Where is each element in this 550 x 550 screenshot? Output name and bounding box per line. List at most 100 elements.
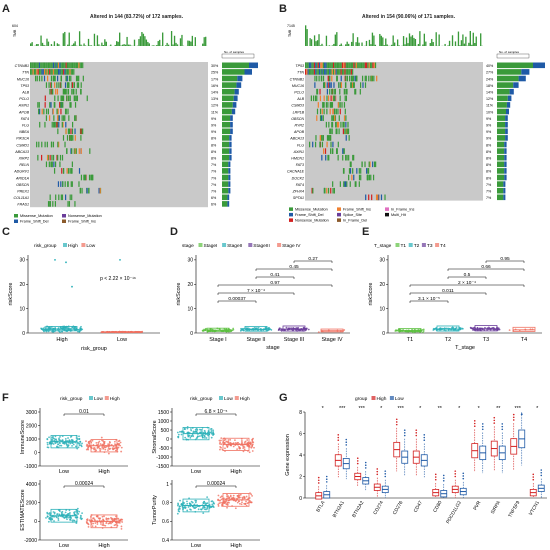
- mutation-cell: [331, 69, 333, 75]
- mutation-cell: [372, 62, 374, 69]
- data-point: [226, 493, 228, 496]
- gene-frequency-bar: [497, 154, 505, 161]
- data-point: [343, 329, 346, 331]
- mutation-cell: [361, 75, 364, 82]
- data-point: [60, 511, 63, 514]
- data-point: [70, 438, 73, 441]
- legend-label: StageI: [204, 243, 218, 249]
- mutation-cell: [54, 95, 56, 102]
- gene-frequency-bar-segment: [504, 174, 507, 181]
- data-point: [69, 442, 72, 445]
- mutation-cell: [52, 75, 54, 82]
- gene-frequency-bar: [497, 194, 504, 201]
- gene-percent: 25%: [211, 71, 219, 75]
- outlier-point: [442, 480, 445, 482]
- mutation-cell: [345, 154, 347, 161]
- data-point: [177, 433, 180, 436]
- mutation-cell: [57, 95, 59, 102]
- tmb-bar: [417, 43, 420, 46]
- mutation-cell: [332, 115, 334, 121]
- data-point: [77, 513, 80, 515]
- data-point: [317, 331, 320, 334]
- gene-percent: 7%: [486, 183, 492, 187]
- tmb-bar: [419, 31, 421, 46]
- outlier-point: [481, 428, 484, 431]
- tmb-bar: [67, 44, 69, 46]
- y-axis-label: ImmuneScore: [20, 420, 26, 454]
- y-axis-label: riskScore: [8, 283, 14, 306]
- data-point: [40, 328, 43, 330]
- data-point: [256, 327, 259, 330]
- mutation-cell: [59, 69, 61, 75]
- mutation-cell: [306, 62, 308, 69]
- data-point: [69, 518, 71, 521]
- mutation-cell: [47, 154, 49, 161]
- tmb-bar: [408, 33, 411, 46]
- data-point: [177, 435, 179, 438]
- gene-percent: 12%: [211, 104, 219, 108]
- data-point: [476, 326, 479, 329]
- data-point: [229, 438, 232, 441]
- mutation-cell: [61, 121, 63, 128]
- outlier-point: [423, 439, 426, 442]
- gene-frequency-bar: [222, 141, 230, 148]
- gene-frequency-bar: [497, 108, 506, 115]
- data-point: [228, 497, 231, 500]
- data-point: [102, 447, 105, 450]
- mutation-cell: [318, 69, 321, 75]
- gene-frequency-bar: [497, 181, 504, 187]
- data-point: [52, 443, 55, 445]
- tmb-bar: [374, 44, 377, 46]
- significance-stars: **: [438, 406, 443, 412]
- mutation-cell: [56, 121, 59, 128]
- mutation-cell: [368, 174, 370, 181]
- mutation-cell: [67, 88, 70, 95]
- x-tick-label: Low: [117, 337, 127, 343]
- data-point: [242, 329, 245, 332]
- mutation-cell: [340, 62, 342, 69]
- tmb-bar: [451, 35, 454, 46]
- mutation-cell: [345, 121, 347, 128]
- legend-title: risk_group: [190, 396, 213, 402]
- data-point: [239, 502, 241, 505]
- gene-label: FAT4: [21, 117, 29, 121]
- mutation-cell: [331, 121, 334, 128]
- data-point: [92, 517, 94, 520]
- mutation-cell: [332, 88, 334, 95]
- data-point: [186, 502, 189, 505]
- gene-percent: 8%: [211, 157, 217, 161]
- mutation-cell: [49, 115, 51, 121]
- data-point: [77, 446, 80, 449]
- mutation-cell: [322, 62, 324, 69]
- mutation-cell: [326, 141, 328, 148]
- data-point: [237, 496, 240, 499]
- data-point: [203, 508, 206, 511]
- tmb-bar: [431, 38, 433, 46]
- data-point: [236, 494, 239, 497]
- mutation-cell: [45, 69, 47, 75]
- data-point: [218, 442, 221, 445]
- tmb-bar: [133, 39, 136, 46]
- tmb-bar: [398, 45, 400, 46]
- panel-letter-f: F: [2, 392, 9, 404]
- tmb-axis-label: TMB: [13, 29, 17, 37]
- tmb-bar: [156, 45, 158, 46]
- data-point: [113, 519, 116, 522]
- mutation-cell: [362, 62, 364, 69]
- outlier-point: [317, 479, 320, 482]
- data-point: [246, 442, 249, 445]
- data-point: [223, 497, 225, 500]
- mutation-cell: [333, 108, 336, 115]
- data-point: [103, 524, 105, 527]
- mutation-cell: [61, 69, 63, 75]
- gene-label: CTNNB1: [290, 77, 304, 81]
- y-tick-label: -1000: [24, 464, 37, 470]
- data-point: [202, 436, 204, 439]
- mutation-cell: [308, 69, 311, 75]
- mutation-cell: [325, 154, 327, 161]
- mutation-cell: [86, 187, 88, 194]
- gene-label: DOCK2: [292, 176, 304, 180]
- mutation-cell: [320, 115, 323, 121]
- gene-frequency-bar: [222, 194, 228, 201]
- gene-frequency-bar-segment: [228, 187, 231, 194]
